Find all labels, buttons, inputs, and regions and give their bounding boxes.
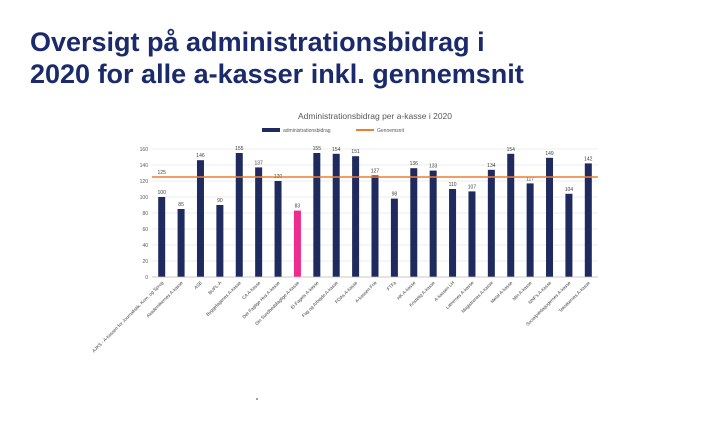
y-tick-label: 100 [140,195,149,201]
bar-value-label: 137 [254,160,263,166]
x-category-label: AJKS - A-kassen for Journalistik, Kom. o… [91,280,165,354]
bar [429,170,437,277]
y-tick-label: 60 [142,227,148,233]
bar [177,209,185,277]
x-category-label: Byggefagenes A-kasse [205,280,242,317]
bar [332,153,340,277]
bar [274,181,282,277]
x-category-label: FTFa [386,280,398,292]
y-tick-label: 160 [140,147,149,153]
chart-title: Administrationsbidrag per a-kasse i 2020 [298,111,452,121]
bar [449,189,457,277]
y-tick-label: 120 [140,179,149,185]
slide-title-line-2: 2020 for alle a-kasser inkl. gennemsnit [30,59,524,89]
x-category-label: BUPL-A [207,280,223,296]
bar-value-label: 134 [487,163,496,169]
bar-value-label: 133 [429,164,438,170]
bar-value-label: 136 [410,161,419,167]
x-category-label: ASE [193,280,203,290]
x-category-label: Akademikernes A-kasse [145,280,184,319]
bar [196,160,204,277]
y-tick-label: 140 [140,163,149,169]
x-category-label: Fag og Arbejde A-kasse [301,280,339,318]
bar-value-label: 151 [351,149,360,155]
bar [235,153,243,277]
bar-value-label: 107 [468,184,477,190]
bar-value-label: 155 [235,146,244,152]
bar [468,191,476,277]
bar [158,197,166,277]
bar [487,169,495,277]
bar-value-label: 98 [392,192,398,198]
slide-title: Oversigt på administrationsbidrag i 2020… [30,26,690,90]
y-tick-label: 80 [142,211,148,217]
bar-value-label: 83 [295,204,301,210]
average-line-group: 125 [152,170,598,178]
x-axis: AJKS - A-kassen for Journalistik, Kom. o… [91,276,598,354]
bar-value-label: 110 [449,182,457,188]
y-axis: 0 20 40 60 80 100 120 140 160 [140,147,149,281]
bar [371,175,379,277]
bar-value-label: 154 [507,147,516,153]
bar [546,157,554,277]
legend-swatch-bars [262,128,280,132]
average-value-label: 125 [158,170,167,176]
slide-title-line-1: Oversigt på administrationsbidrag i [30,27,485,57]
bar-value-label: 149 [545,151,554,157]
bar-value-label: 154 [332,147,341,153]
bar-value-label: 85 [178,202,184,208]
bar [255,167,263,277]
bar [293,210,301,277]
bar [584,163,592,277]
bar-value-label: 155 [313,146,322,152]
x-category-label: Det Faglige Hus A-kasse [241,280,281,320]
bar [526,183,534,277]
bar [507,153,515,277]
legend-label-bars: administrationsbidrag [283,128,331,134]
bar [410,168,418,277]
bar [352,156,360,277]
bar [565,193,573,277]
bar-value-label: 146 [196,153,205,159]
legend-label-average: Gennemsnit [377,128,405,134]
bar [216,205,224,277]
y-tick-label: 20 [142,259,148,265]
bar-value-label: 127 [371,168,380,174]
x-category-label: CA A-kasse [241,280,262,301]
bar-value-label: 117 [526,176,534,182]
bar-value-label: 142 [584,156,593,162]
y-tick-label: 40 [142,243,148,249]
bar-value-label: 104 [565,187,574,193]
legend-swatch-average [356,129,374,131]
y-tick-label: 0 [145,275,148,281]
bar-value-label: 90 [217,198,223,204]
bar [390,198,398,277]
chart-legend: administrationsbidrag Gennemsnit [262,128,405,134]
bar [313,153,321,277]
bar-value-label: 100 [158,190,167,196]
stray-mark [256,398,258,400]
